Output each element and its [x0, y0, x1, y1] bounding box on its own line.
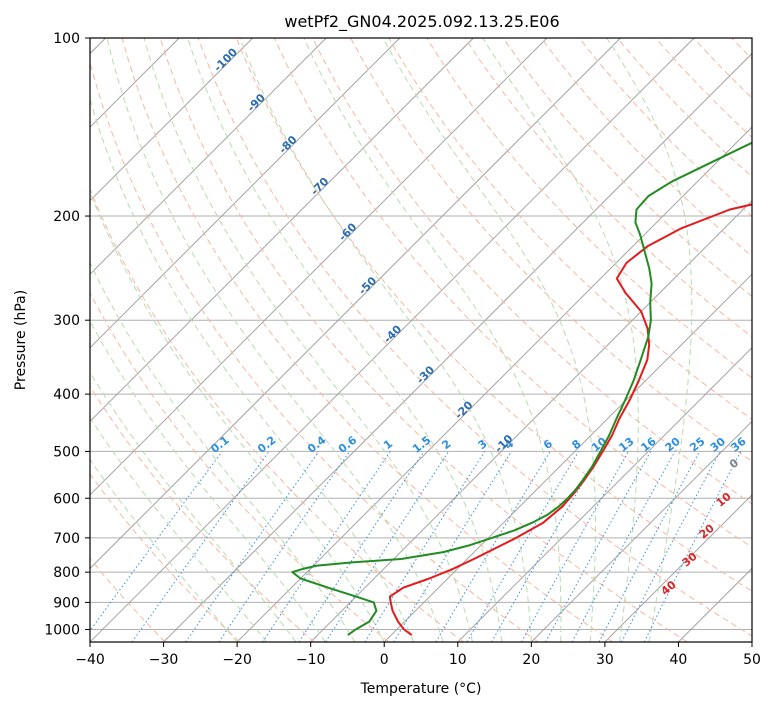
isotherm-line: [310, 200, 752, 642]
mixing-ratio-line: [571, 451, 676, 642]
mixing-ratio-line: [185, 451, 320, 642]
isotherm-line: [383, 273, 752, 642]
isotherm-lines: [90, 38, 752, 642]
y-tick-label: 1000: [44, 622, 80, 638]
y-tick-label: 900: [53, 595, 80, 611]
y-tick-label: 100: [53, 31, 80, 47]
moist-adiabat-line: [90, 320, 326, 642]
dry-adiabat-lines: [90, 38, 775, 642]
y-tick-label: 200: [53, 209, 80, 225]
moist-adiabat-line: [187, 38, 503, 642]
y-axis-ticks: 100 200 300 400 500 600 700 800 900 1000: [44, 31, 90, 638]
moist-adiabat-line: [382, 38, 596, 642]
dry-adiabat-line: [90, 291, 390, 642]
dry-adiabat-line: [90, 60, 539, 642]
moist-adiabat-line: [90, 371, 297, 642]
isotherm-line: [90, 38, 327, 275]
x-tick-label: −20: [222, 652, 252, 668]
moist-adiabat-line: [90, 190, 385, 642]
mixing-ratio-line: [131, 451, 270, 642]
chart-title: wetPf2_GN04.2025.092.13.25.E06: [284, 12, 559, 32]
dry-adiabat-line: [426, 38, 752, 379]
mixing-ratio-line: [218, 451, 351, 642]
moist-adiabat-line: [90, 458, 238, 642]
x-axis-label: Temperature (°C): [360, 681, 482, 697]
moist-adiabat-line: [239, 38, 532, 642]
pressure-gridlines: [90, 38, 752, 630]
x-axis-ticks: −40 −30 −20 −10 0 10 20 30 40 50: [75, 642, 761, 668]
y-tick-label: 500: [53, 444, 80, 460]
x-tick-label: 20: [522, 652, 540, 668]
dry-adiabat-line: [90, 187, 464, 642]
moist-adiabat-line: [606, 38, 693, 642]
y-tick-label: 800: [53, 565, 80, 581]
dry-adiabat-line: [502, 38, 752, 298]
x-tick-label: 0: [380, 652, 389, 668]
sounding-series: [291, 141, 752, 636]
mixing-ratio-line: [262, 451, 391, 642]
dewpoint-profile-line: [291, 141, 752, 636]
isotherm-line: [90, 38, 401, 349]
x-tick-label: 30: [596, 652, 614, 668]
isotherm-line: [163, 52, 752, 642]
plot-frame: [89, 37, 753, 643]
dry-adiabat-line: [388, 38, 752, 420]
moist-adiabat-lines: [90, 38, 693, 642]
dry-adiabat-line: [90, 473, 241, 642]
dry-adiabat-line: [121, 38, 613, 642]
isotherm-line: [531, 420, 752, 642]
isotherm-line: [90, 38, 548, 496]
plot-border: [89, 37, 753, 643]
moist-adiabat-line: [143, 38, 473, 642]
mixing-ratio-line: [325, 451, 450, 642]
dry-adiabat-line: [235, 38, 752, 592]
y-tick-label: 700: [53, 531, 80, 547]
moist-adiabat-line: [482, 38, 639, 642]
plot-background: [90, 38, 752, 642]
isotherm-line: [90, 38, 621, 570]
isotherm-line: [457, 347, 752, 642]
mixing-ratio-line: [643, 451, 742, 642]
isotherm-line: [90, 38, 474, 422]
dry-adiabat-line: [770, 38, 775, 642]
mixing-ratio-lines: [90, 451, 742, 642]
dry-adiabat-line: [273, 38, 752, 548]
dry-adiabat-line: [159, 38, 688, 642]
dry-adiabat-line: [312, 38, 752, 505]
dry-adiabat-line: [350, 38, 752, 462]
isotherm-line: [236, 126, 752, 642]
mixing-ratio-line: [298, 451, 425, 642]
isotherm-line: [604, 494, 752, 642]
moist-adiabat-line: [106, 38, 444, 642]
y-tick-label: 400: [53, 387, 80, 403]
y-axis-label: Pressure (hPa): [13, 290, 29, 390]
moist-adiabat-line: [90, 416, 267, 642]
mixing-ratio-line: [545, 451, 652, 642]
moist-adiabat-line: [90, 97, 415, 642]
isotherm-line: [751, 641, 752, 642]
moist-adiabat-line: [303, 38, 562, 642]
mixing-ratio-line: [90, 451, 223, 632]
dry-adiabat-line: [464, 38, 752, 338]
y-tick-label: 600: [53, 491, 80, 507]
x-tick-label: 50: [743, 652, 761, 668]
temperature-profile-line: [388, 203, 752, 636]
isotherm-line: [90, 38, 695, 642]
x-tick-label: −40: [75, 652, 105, 668]
y-tick-label: 300: [53, 313, 80, 329]
mixing-ratio-line: [521, 451, 630, 642]
mixing-ratio-line: [393, 451, 512, 642]
dry-adiabat-line: [90, 385, 315, 642]
plot-area: [90, 38, 752, 642]
x-tick-label: −10: [296, 652, 326, 668]
x-tick-label: 10: [449, 652, 467, 668]
x-tick-label: −30: [149, 652, 179, 668]
moist-adiabat-line: [90, 261, 356, 642]
x-tick-label: 40: [670, 652, 688, 668]
isotherm-line: [90, 38, 253, 202]
dry-adiabat-line: [197, 38, 752, 637]
